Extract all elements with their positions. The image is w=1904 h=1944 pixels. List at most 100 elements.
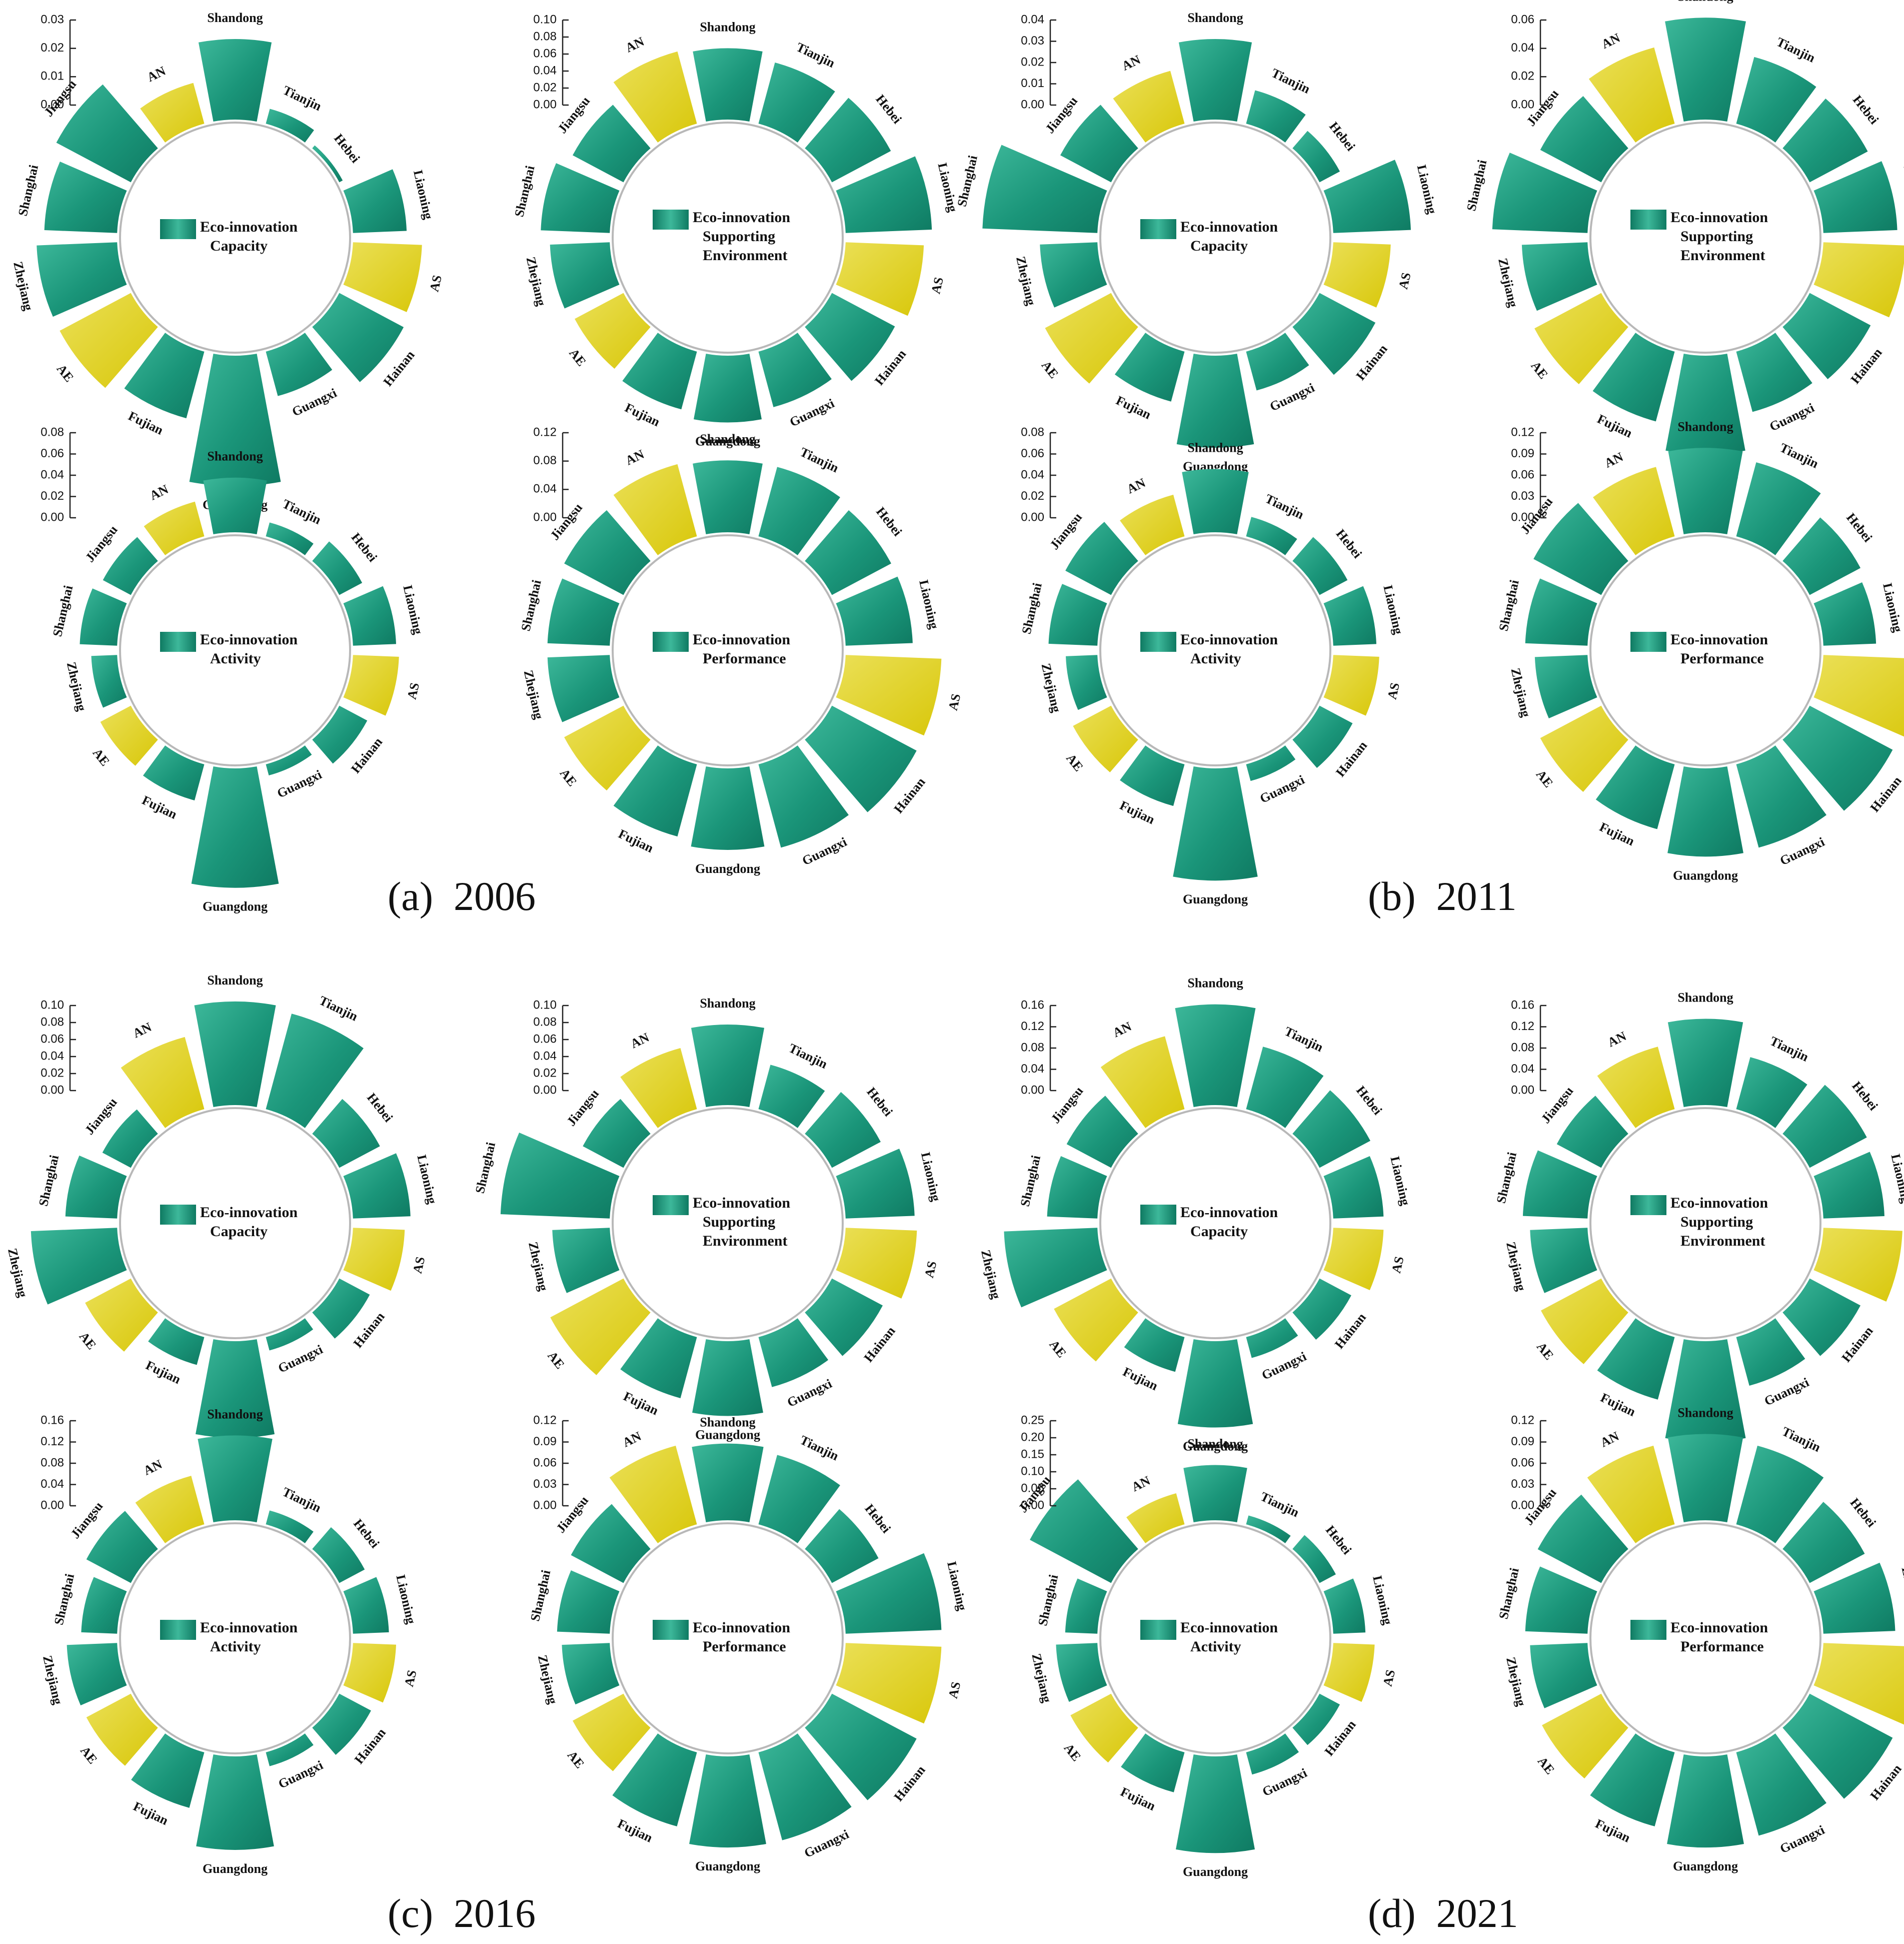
category-label: AE — [1533, 767, 1556, 790]
bar-tianjin — [266, 109, 314, 143]
chart-title-line: Eco-innovation — [200, 1619, 298, 1636]
inner-ring — [119, 1107, 351, 1339]
axis-tick-label: 0.02 — [41, 1066, 64, 1080]
axis-tick-label: 0.04 — [41, 1049, 64, 1063]
category-label: AS — [427, 274, 445, 293]
category-label: Guangdong — [695, 1859, 760, 1873]
axis-tick-label: 0.00 — [1021, 98, 1044, 111]
category-label: AN — [131, 1020, 154, 1041]
bar-zhejiang — [91, 655, 127, 708]
axis-tick-label: 0.02 — [1511, 70, 1534, 83]
chart-title-line: Eco-innovation — [1670, 1195, 1768, 1211]
chart-title-line: Eco-innovation — [693, 631, 790, 648]
category-label: AN — [1120, 52, 1143, 74]
axis-tick-label: 0.25 — [1021, 1413, 1044, 1427]
inner-ring — [1099, 534, 1331, 766]
axis-tick-label: 0.06 — [533, 1032, 557, 1046]
axis-tick-label: 0.00 — [1511, 1083, 1534, 1097]
category-label: Fujian — [1595, 412, 1634, 441]
category-label: Fujian — [1121, 1364, 1160, 1393]
bar-zhejiang — [1056, 1643, 1107, 1702]
bar-fujian — [1114, 333, 1185, 402]
category-label: AN — [148, 482, 171, 503]
category-label: Hebei — [364, 1091, 396, 1125]
bar-hebei — [1292, 537, 1348, 595]
bar-ae — [1054, 1278, 1138, 1362]
bar-fujian — [1124, 1318, 1185, 1372]
bar-jiangsu — [1030, 1479, 1138, 1583]
inner-ring — [1099, 122, 1331, 354]
bar-jiangsu — [103, 537, 158, 595]
category-label: Liaoning — [393, 1573, 418, 1625]
chart-title-line: Eco-innovation — [1180, 219, 1278, 235]
category-label: AE — [1046, 1337, 1069, 1360]
chart-title-line: Performance — [703, 1638, 786, 1655]
bar-guangdong — [195, 1339, 275, 1438]
bar-an — [121, 1037, 205, 1128]
chart-title-line: Supporting — [1680, 1214, 1753, 1230]
category-label: Guangxi — [785, 1376, 834, 1410]
chart-title-line: Eco-innovation — [1670, 1619, 1768, 1636]
axis-tick-label: 0.08 — [533, 454, 557, 467]
bar-an — [1587, 1445, 1675, 1543]
bar-jiangsu — [86, 1511, 158, 1583]
bar-ae — [572, 1693, 651, 1771]
bar-jiangsu — [1065, 522, 1138, 595]
bar-zhejiang — [1040, 242, 1107, 308]
bar-hainan — [1782, 1693, 1893, 1799]
axis-tick-label: 0.08 — [1021, 1041, 1044, 1054]
category-label: Liaoning — [1888, 1153, 1904, 1205]
category-label: Fujian — [623, 400, 662, 429]
bar-jiangsu — [1060, 105, 1138, 183]
category-label: Tianjin — [1263, 491, 1306, 522]
category-label: Guangdong — [695, 434, 760, 448]
chart-title-line: Performance — [1680, 1638, 1764, 1655]
radial-chart: ShandongTianjinHebeiLiaoningASHainanGuan… — [5, 973, 440, 1464]
category-label: Liaoning — [1370, 1574, 1395, 1626]
bar-hainan — [1292, 1278, 1351, 1340]
bar-liaoning — [1813, 1562, 1895, 1634]
category-label: Shandong — [1677, 0, 1733, 4]
axis-tick-label: 0.06 — [533, 47, 557, 60]
category-label: Zhejiang — [1503, 1656, 1528, 1708]
category-label: AS — [1380, 1668, 1398, 1688]
category-label: Tianjin — [1269, 66, 1313, 97]
chart-title-line: Activity — [210, 1638, 261, 1655]
category-label: Hebei — [1843, 510, 1875, 545]
inner-ring — [1589, 1522, 1821, 1754]
bar-guangdong — [692, 1339, 763, 1416]
bar-jiangsu — [1066, 1096, 1138, 1168]
bar-hebei — [312, 145, 343, 183]
bar-guangdong — [1665, 353, 1745, 455]
category-label: Jiangsu — [564, 1087, 602, 1129]
axis-tick-label: 0.00 — [533, 98, 557, 111]
category-label: AS — [1389, 1255, 1407, 1275]
axis-tick-label: 0.00 — [1021, 1083, 1044, 1097]
category-label: Tianjin — [1777, 440, 1821, 471]
bar-shanghai — [557, 1570, 620, 1634]
bar-shanghai — [80, 588, 127, 646]
category-label: Guangdong — [1673, 1859, 1738, 1873]
bar-shanghai — [1492, 153, 1597, 233]
category-label: Guangdong — [203, 899, 268, 914]
inner-ring — [612, 122, 844, 354]
bar-an — [144, 501, 205, 555]
category-label: Tianjin — [798, 1433, 841, 1464]
axis-tick-label: 0.15 — [1021, 1447, 1044, 1461]
category-label: Hebei — [349, 530, 380, 565]
bar-zhejiang — [547, 655, 620, 722]
bar-liaoning — [1323, 160, 1411, 233]
inner-ring — [1589, 1107, 1821, 1339]
bar-liaoning — [1813, 582, 1876, 646]
category-label: Zhejiang — [524, 256, 549, 308]
category-label: Tianjin — [794, 40, 838, 71]
bar-hebei — [312, 1527, 365, 1583]
bar-zhejiang — [1530, 1228, 1597, 1293]
category-label: Fujian — [144, 1358, 183, 1387]
category-label: Shandong — [1677, 419, 1733, 434]
category-label: Hebei — [1323, 1523, 1354, 1557]
bar-zhejiang — [1530, 1643, 1597, 1708]
category-label: AN — [628, 1030, 652, 1052]
chart-title-line: Eco-innovation — [1670, 209, 1768, 226]
bar-hebei — [1292, 1535, 1336, 1583]
